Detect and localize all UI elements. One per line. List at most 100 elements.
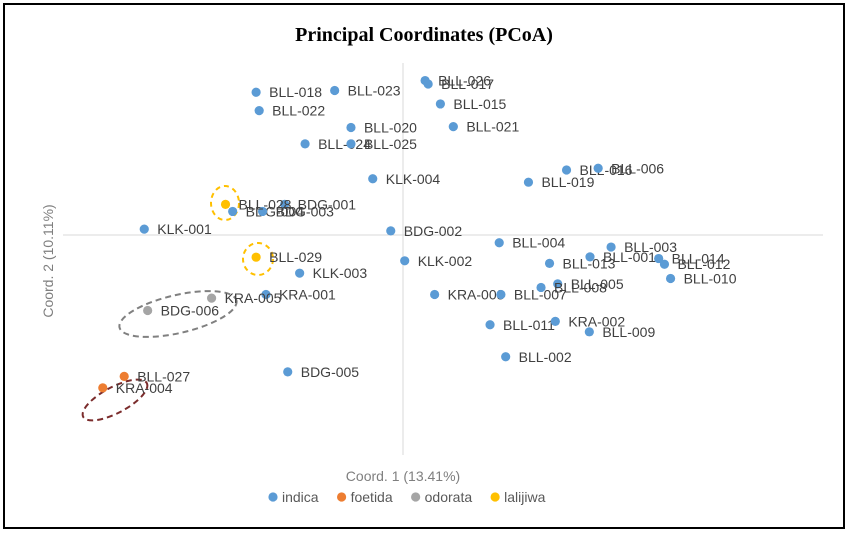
point-bdg-005 [283,367,293,377]
point-bll-023 [330,85,340,96]
point-label-bll-022: BLL-022 [272,103,325,119]
point-label-bdg-005: BDG-005 [301,364,360,380]
x-axis-title: Coord. 1 (13.41%) [346,468,460,484]
point-label-bll-013: BLL-013 [563,255,616,271]
point-bll-002 [501,352,511,362]
point-bdg-001 [280,199,290,209]
legend-marker-lalijiwa [490,492,500,502]
point-bll-028 [220,199,231,209]
point-label-bll-008: BLL-008 [554,279,607,295]
point-kra-005 [206,293,217,303]
point-bll-027 [119,371,129,381]
point-label-klk-003: KLK-003 [313,265,368,281]
point-bll-011 [485,320,495,330]
point-bll-009 [584,327,594,337]
point-label-bll-026: BLL-026 [438,73,491,89]
point-label-bll-011: BLL-011 [503,317,555,333]
point-label-bll-015: BLL-015 [453,96,506,112]
point-bll-001 [585,252,595,262]
point-bll-022 [254,106,264,116]
y-axis-title: Coord. 2 (10.11%) [40,204,56,317]
point-label-bll-002: BLL-002 [519,349,572,365]
point-bll-014 [654,253,664,264]
point-bll-010 [665,273,676,284]
point-label-bll-021: BLL-021 [466,119,519,135]
legend-marker-foetida [336,492,347,502]
point-label-bll-027: BLL-027 [137,368,190,384]
point-klk-002 [400,256,410,266]
point-label-bdg-006: BDG-006 [161,303,220,319]
legend: indica foetida odorata lalijiwa [268,489,546,505]
point-klk-004 [368,174,378,184]
point-label-bll-010: BLL-010 [684,271,737,287]
group-highlights [81,185,274,422]
point-label-bll-009: BLL-009 [602,324,655,340]
point-kra-003 [430,289,440,300]
point-bll-008 [536,282,546,293]
point-label-bdg-001: BDG-001 [298,196,357,212]
point-bll-007 [496,289,506,300]
chart-frame: Principal Coordinates (PCoA) BLL-018 BLL-… [3,3,845,529]
point-label-bdg-004: BDG-004 [246,203,305,219]
point-bll-018 [251,87,261,97]
point-bdg-006 [143,305,153,316]
point-label-bll-005: BLL-005 [571,276,624,292]
point-label-kra-002: KRA-002 [568,313,625,329]
point-label-bll-020: BLL-020 [364,120,417,136]
point-bll-025 [346,139,356,149]
point-label-bll-007: BLL-007 [514,287,567,303]
chart-title: Principal Coordinates (PCoA) [295,24,553,46]
point-bll-021 [448,122,458,132]
point-label-kra-005: KRA-005 [225,290,282,306]
legend-label-odorata: odorata [425,489,473,505]
point-bll-024 [300,139,310,149]
point-bll-019 [523,177,534,187]
point-label-bll-024: BLL-024 [318,136,371,152]
point-bll-029 [251,252,261,262]
point-label-klk-001: KLK-001 [157,221,212,237]
point-klk-001 [139,224,149,234]
point-label-bll-006: BLL-006 [611,160,664,176]
point-label-bdg-002: BDG-002 [404,223,463,239]
point-label-bll-025: BLL-025 [364,136,417,152]
point-bdg-002 [386,226,396,236]
lalijiwa-highlight-ring-1 [210,185,240,221]
point-label-bll-017: BLL-017 [441,76,494,92]
point-kra-002 [550,316,560,326]
point-label-bll-023: BLL-023 [348,83,401,99]
point-kra-001 [261,289,271,300]
point-bll-012 [659,259,670,269]
point-bll-005 [553,279,563,289]
point-bdg-004 [228,206,238,217]
point-label-bll-028: BLL-028 [239,196,292,212]
point-label-kra-003: KRA-003 [448,287,505,303]
point-label-bll-003: BLL-003 [624,239,677,255]
legend-label-indica: indica [282,489,319,505]
point-label-bdg-003: BDG-003 [276,203,335,219]
point-label-bll-012: BLL-012 [677,256,730,272]
point-kra-004 [98,383,108,393]
point-bll-004 [494,238,504,248]
foetida-highlight-ring [81,378,149,422]
point-bll-016 [561,165,572,175]
point-label-klk-002: KLK-002 [418,253,473,269]
point-bll-006 [593,163,603,173]
lalijiwa-highlight-ring-2 [242,242,274,276]
point-klk-003 [295,268,305,278]
point-bll-003 [606,242,616,252]
point-bll-015 [435,99,445,109]
point-label-klk-004: KLK-004 [386,171,441,187]
point-label-kra-004: KRA-004 [116,380,173,396]
legend-label-foetida: foetida [351,489,393,505]
point-label-bll-018: BLL-018 [269,84,322,100]
point-label-bll-016: BLL-016 [580,162,633,178]
legend-marker-indica [268,492,278,502]
point-label-bll-001: BLL-001 [603,249,656,265]
point-label-bll-014: BLL-014 [672,251,725,267]
point-label-bll-004: BLL-004 [512,235,565,251]
point-bdg-003 [257,206,268,217]
point-bll-017 [423,79,433,89]
point-label-bll-029: BLL-029 [269,249,322,265]
pcoa-scatter-chart: Principal Coordinates (PCoA) BLL-018 BLL-… [40,24,823,505]
